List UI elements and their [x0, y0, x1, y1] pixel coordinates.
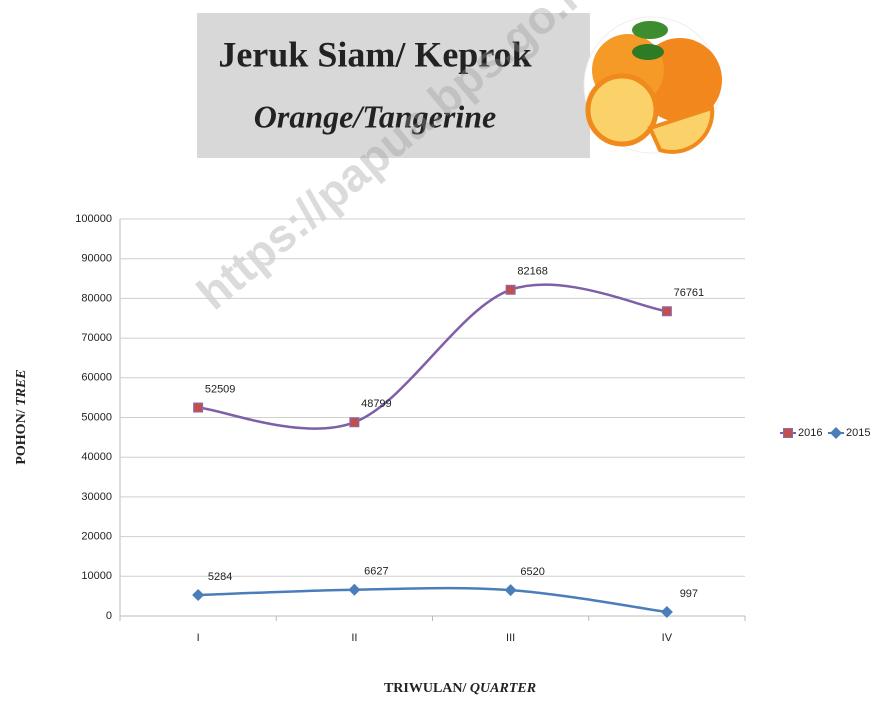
marker: [662, 307, 671, 316]
y-tick-label: 40000: [81, 451, 112, 463]
x-tick-label: II: [351, 632, 357, 644]
marker: [194, 403, 203, 412]
x-tick-label: III: [506, 632, 515, 644]
y-tick-label: 0: [106, 610, 112, 622]
data-label: 5284: [208, 571, 232, 583]
marker: [830, 427, 842, 439]
y-tick-label: 10000: [81, 570, 112, 582]
x-tick-label: I: [197, 632, 200, 644]
y-tick-label: 100000: [75, 213, 112, 225]
y-tick-label: 20000: [81, 531, 112, 543]
data-label: 48799: [361, 398, 392, 410]
x-axis-label: TRIWULAN/ QUARTER: [384, 681, 536, 696]
marker: [192, 589, 204, 601]
y-tick-label: 80000: [81, 292, 112, 304]
data-label: 6627: [364, 566, 388, 578]
data-label: 6520: [520, 566, 544, 578]
legend-label: 2015: [846, 427, 870, 439]
y-tick-label: 30000: [81, 491, 112, 503]
marker: [784, 429, 793, 438]
y-tick-label: 90000: [81, 253, 112, 265]
series-line: [198, 285, 667, 429]
marker: [506, 285, 515, 294]
marker: [350, 418, 359, 427]
data-label: 76761: [674, 287, 705, 299]
y-tick-label: 60000: [81, 372, 112, 384]
series-line: [198, 588, 667, 612]
data-label: 52509: [205, 383, 236, 395]
marker: [348, 584, 360, 596]
marker: [505, 584, 517, 596]
y-tick-label: 70000: [81, 332, 112, 344]
x-tick-label: IV: [662, 632, 673, 644]
chart: Jeruk Siam/ Keprok Orange/Tangerine http…: [0, 0, 883, 701]
y-axis-label: POHON/ TREE: [14, 369, 29, 464]
y-tick-label: 50000: [81, 411, 112, 423]
data-label: 997: [680, 588, 698, 600]
orange-illustration: [584, 17, 722, 153]
data-label: 82168: [517, 266, 548, 278]
legend-label: 2016: [798, 427, 822, 439]
